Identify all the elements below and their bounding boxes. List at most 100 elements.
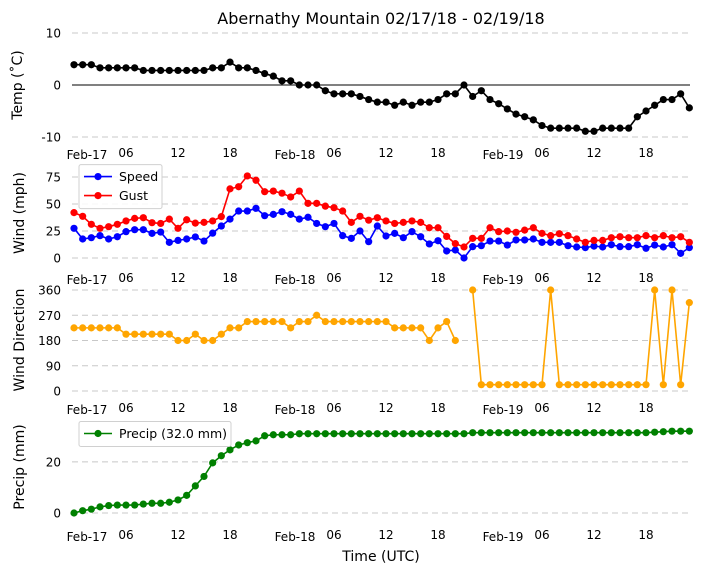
data-point <box>616 429 624 437</box>
data-point <box>113 501 121 509</box>
data-point <box>659 232 667 240</box>
data-point <box>633 113 641 121</box>
data-point <box>581 244 589 252</box>
data-point <box>330 204 338 212</box>
data-point <box>399 98 407 106</box>
data-point <box>486 224 494 232</box>
data-point <box>278 317 286 326</box>
data-point <box>191 330 199 338</box>
data-point <box>408 430 416 438</box>
x-tick-label: 06 <box>326 401 341 415</box>
data-point <box>235 183 243 191</box>
x-tick-label: Feb-19 <box>483 530 524 544</box>
y-tick-label: 270 <box>38 309 61 323</box>
data-point <box>96 64 104 72</box>
data-point <box>165 215 173 223</box>
x-tick-label: Feb-18 <box>275 530 316 544</box>
data-point <box>261 317 269 326</box>
data-point <box>599 243 607 251</box>
data-point <box>79 212 87 220</box>
y-axis-label: Temp (˚C) <box>9 50 26 120</box>
data-point <box>443 90 451 98</box>
data-point <box>538 229 546 237</box>
data-point <box>209 217 217 225</box>
data-point <box>607 241 615 249</box>
data-point <box>269 317 277 326</box>
data-point <box>547 429 555 437</box>
data-point <box>243 207 251 215</box>
data-point <box>408 228 416 236</box>
data-point <box>252 437 260 445</box>
y-axis-label: Wind Direction <box>12 289 28 392</box>
data-point <box>131 226 139 234</box>
data-point <box>399 324 407 332</box>
data-point <box>356 212 364 220</box>
data-point <box>391 229 399 237</box>
data-point <box>226 215 234 223</box>
data-point <box>365 216 373 224</box>
data-point <box>122 228 130 236</box>
data-point <box>651 286 659 294</box>
data-point <box>495 237 503 245</box>
data-point <box>460 243 468 251</box>
data-point <box>165 238 173 246</box>
data-point <box>87 505 95 513</box>
data-point <box>590 127 598 135</box>
data-point <box>313 219 321 228</box>
data-point <box>399 430 407 438</box>
data-point <box>434 237 442 245</box>
data-point <box>391 430 399 438</box>
data-point <box>677 381 685 389</box>
data-point <box>261 212 269 220</box>
data-point <box>79 507 87 515</box>
x-tick-label: 18 <box>222 271 237 285</box>
data-point <box>425 430 433 438</box>
data-point <box>659 243 667 251</box>
data-point <box>356 430 364 438</box>
data-point <box>555 124 563 132</box>
data-point <box>651 234 659 242</box>
data-point <box>304 199 312 207</box>
data-point <box>512 228 520 236</box>
legend: Speed Gust <box>78 164 163 210</box>
data-point <box>599 429 607 437</box>
data-point <box>408 101 416 109</box>
data-point <box>642 107 650 115</box>
data-point <box>287 210 295 218</box>
data-point <box>469 234 477 242</box>
data-point <box>443 247 451 255</box>
data-point <box>685 104 693 112</box>
data-point <box>148 219 156 227</box>
y-tick-label: 0 <box>53 79 61 93</box>
data-point <box>477 87 485 95</box>
data-point <box>191 482 199 490</box>
data-point <box>313 199 321 207</box>
data-point <box>339 207 347 215</box>
data-point <box>607 124 615 132</box>
x-tick-label: Feb-17 <box>67 530 108 544</box>
data-point <box>252 176 260 184</box>
data-point <box>226 324 234 332</box>
data-point <box>252 204 260 212</box>
data-point <box>382 317 390 326</box>
data-point <box>139 66 147 75</box>
data-point <box>131 214 139 222</box>
x-axis-label: Time (UTC) <box>341 549 419 565</box>
x-tick-label: Feb-17 <box>67 148 108 162</box>
data-point <box>209 459 217 467</box>
data-point <box>590 429 598 437</box>
data-point <box>373 430 381 438</box>
data-point <box>356 317 364 326</box>
panel-direction: 0 90 180 270 360 Wind Direction Feb-17 06 12 18 Fe… <box>12 284 693 417</box>
data-point <box>295 317 303 326</box>
data-point <box>434 224 442 232</box>
y-tick-label: 50 <box>46 198 61 212</box>
data-point <box>417 233 425 241</box>
data-point <box>599 236 607 244</box>
series-line <box>74 61 691 133</box>
data-point <box>685 427 693 435</box>
x-tick-label: 06 <box>534 146 549 160</box>
data-point <box>642 244 650 252</box>
data-point <box>642 232 650 240</box>
data-point <box>642 381 650 389</box>
